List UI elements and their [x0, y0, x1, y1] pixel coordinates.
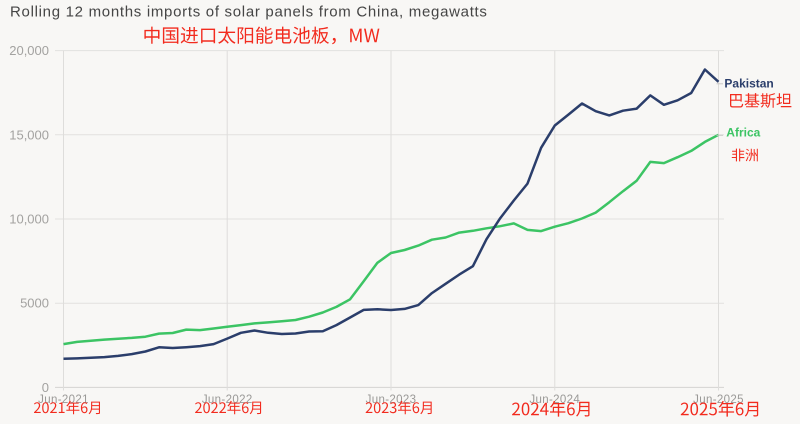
svg-text:Pakistan: Pakistan — [724, 77, 773, 91]
svg-text:5000: 5000 — [20, 296, 49, 311]
svg-text:Jun-2025: Jun-2025 — [693, 394, 744, 406]
svg-text:10,000: 10,000 — [9, 212, 49, 227]
svg-text:0: 0 — [42, 380, 49, 395]
svg-text:Africa: Africa — [726, 126, 760, 140]
svg-text:Jun-2021: Jun-2021 — [38, 394, 89, 406]
svg-text:20,000: 20,000 — [9, 43, 49, 58]
svg-text:Jun-2024: Jun-2024 — [529, 394, 580, 406]
svg-text:15,000: 15,000 — [9, 127, 49, 142]
svg-text:Jun-2023: Jun-2023 — [366, 394, 417, 406]
svg-text:Rolling 12 months imports of s: Rolling 12 months imports of solar panel… — [10, 4, 488, 21]
svg-text:Jun-2022: Jun-2022 — [202, 394, 253, 406]
